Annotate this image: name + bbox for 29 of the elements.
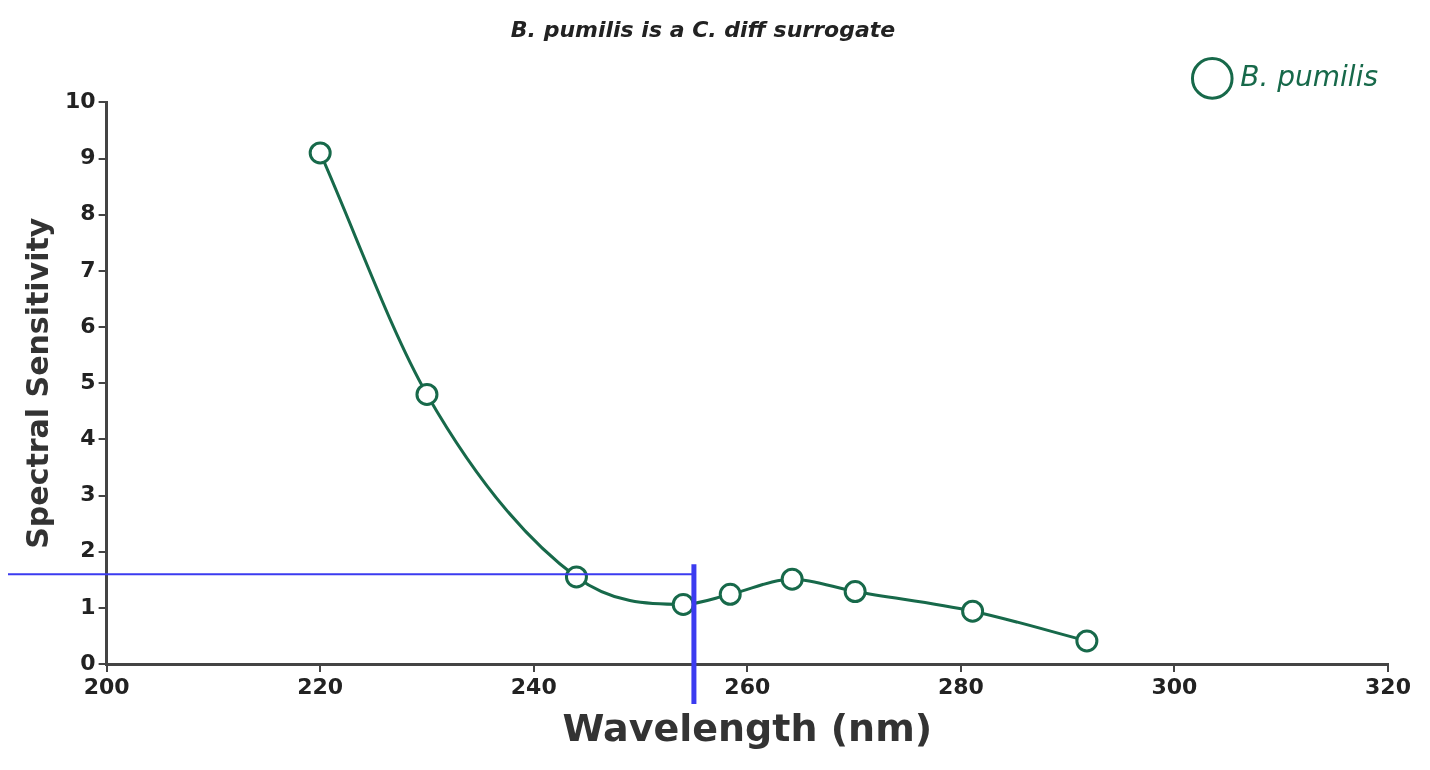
x-tick-label: 280 <box>937 673 984 699</box>
point <box>843 580 867 604</box>
point <box>718 582 742 606</box>
y-tick-label: 5 <box>80 368 96 394</box>
chart-title: B. pumilis is a C. diff surrogate <box>510 16 896 42</box>
y-tick-label: 2 <box>80 537 96 563</box>
x-tick-label: 220 <box>297 673 344 699</box>
y-tick-label: 0 <box>80 649 96 675</box>
y-tick-label: 6 <box>80 312 96 338</box>
y-axis-title: Spectral Sensitivity <box>19 217 55 549</box>
point <box>1075 629 1099 653</box>
y-tick-label: 1 <box>80 593 96 619</box>
y-tick-label: 7 <box>80 256 96 282</box>
point <box>961 599 985 623</box>
point <box>780 567 804 591</box>
x-tick-label: 240 <box>510 673 557 699</box>
x-tick-label: 300 <box>1151 673 1198 699</box>
y-tick-label: 10 <box>64 88 96 114</box>
point <box>415 382 439 406</box>
x-tick-label: 200 <box>83 673 130 699</box>
y-tick-label: 9 <box>80 144 96 170</box>
point <box>308 141 332 165</box>
legend-label: B. pumilis <box>1240 59 1378 93</box>
x-axis-title: Wavelength (nm) <box>562 706 933 751</box>
y-tick-label: 3 <box>80 481 96 507</box>
x-tick-label: 320 <box>1365 673 1411 699</box>
y-tick-label: 8 <box>80 200 96 226</box>
x-tick-label: 260 <box>724 673 771 699</box>
y-tick-label: 4 <box>80 425 96 451</box>
